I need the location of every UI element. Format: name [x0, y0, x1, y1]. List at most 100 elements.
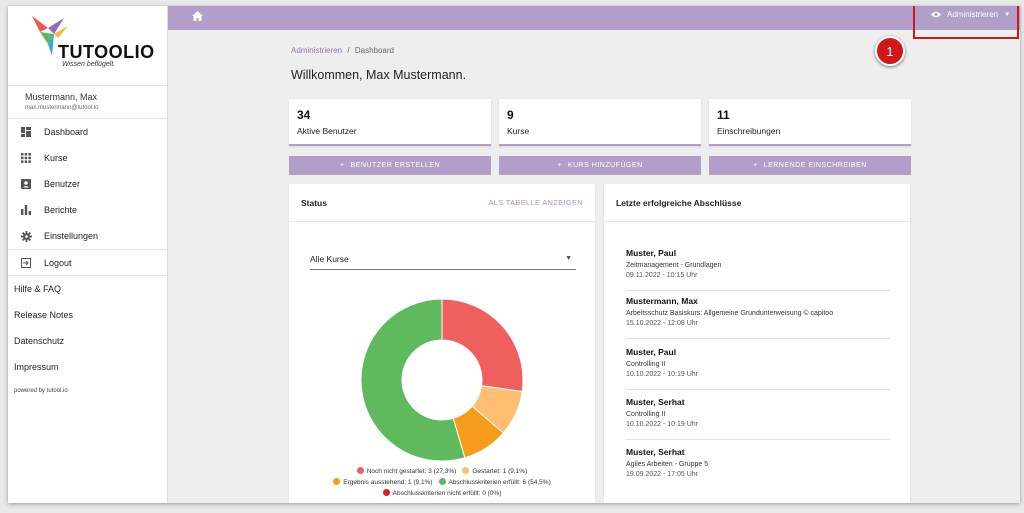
course-filter-select[interactable]: Alle Kurse ▼ — [310, 254, 576, 270]
breadcrumb-current: Dashboard — [354, 46, 394, 55]
stat-label: Kurse — [507, 126, 530, 136]
list-item[interactable]: Muster, Serhat Controlling II 10.10.2022 -… — [626, 397, 892, 428]
link-impressum[interactable]: Impressum — [14, 362, 59, 372]
top-bar: Administrieren ▼ — [168, 6, 1020, 30]
entry-course: Controlling II — [626, 411, 666, 418]
divider — [626, 290, 890, 291]
divider — [626, 439, 890, 440]
legend-item[interactable]: Noch nicht gestartet: 3 (27,3%) — [356, 466, 456, 477]
sidebar-item-kurse[interactable]: Kurse — [8, 145, 167, 171]
recent-completions-card: Letzte erfolgreiche Abschlüsse Muster, P… — [604, 184, 910, 503]
sidebar-item-einstellungen[interactable]: Einstellungen — [8, 223, 167, 249]
legend-item[interactable]: Ergebnis ausstehend: 1 (9,1%) — [333, 477, 433, 488]
user-email: max.mustermann@tutool.io — [25, 105, 99, 111]
show-as-table-link[interactable]: ALS TABELLE ANZEIGEN — [488, 198, 583, 207]
breadcrumb-link[interactable]: Administrieren — [291, 46, 343, 55]
sidebar-item-benutzer[interactable]: Benutzer — [8, 171, 167, 197]
button-label: LERNENDE EINSCHREIBEN — [763, 162, 867, 169]
gear-icon — [8, 230, 44, 242]
entry-course: Controlling II — [626, 361, 666, 368]
entry-name: Muster, Paul — [626, 248, 677, 258]
bar-chart-icon — [8, 205, 44, 215]
stat-value: 34 — [297, 108, 311, 122]
button-label: BENUTZER ERSTELLEN — [350, 162, 441, 169]
legend-label: Gestartet: 1 (9,1%) — [472, 468, 528, 475]
entry-name: Mustermann, Max — [626, 296, 698, 306]
legend-label: Abschlusskriterien nicht erfüllt: 0 (0%) — [392, 490, 502, 497]
chart-legend: Noch nicht gestartet: 3 (27,3%) Gestartet… — [289, 466, 595, 499]
button-label: KURS HINZUFÜGEN — [567, 162, 643, 169]
app-tagline: Wissen beflügelt. — [62, 61, 116, 68]
divider — [626, 389, 890, 390]
logout-label: Logout — [44, 257, 72, 268]
logout-icon — [8, 257, 44, 268]
user-card-icon — [8, 179, 44, 189]
page-title: Willkommen, Max Mustermann. — [291, 68, 467, 82]
sidebar-item-label: Einstellungen — [44, 231, 99, 241]
list-item[interactable]: Muster, Paul Zeitmanagement - Grundlagen 0… — [626, 248, 892, 279]
entry-date: 15.10.2022 - 12:08 Uhr — [626, 320, 698, 327]
create-user-button[interactable]: + BENUTZER ERSTELLEN — [289, 156, 491, 175]
entry-date: 10.10.2022 - 10:19 Uhr — [626, 421, 698, 428]
legend-dot — [333, 478, 341, 485]
hummingbird-logo-icon — [32, 16, 68, 56]
plus-icon: + — [753, 162, 758, 169]
user-info: Mustermann, Max max.mustermann@tutool.io — [8, 86, 167, 119]
breadcrumb-separator: / — [347, 46, 350, 55]
donut-slice-3[interactable] — [360, 298, 466, 462]
legend-dot — [462, 467, 470, 474]
list-item[interactable]: Mustermann, Max Arbeitsschutz Basiskurs: … — [626, 296, 892, 327]
list-item[interactable]: Muster, Paul Controlling II 10.10.2022 - 1… — [626, 347, 892, 378]
link-hilfe-faq[interactable]: Hilfe & FAQ — [14, 284, 62, 294]
sidebar-item-label: Benutzer — [44, 179, 81, 189]
legend-item[interactable]: Abschlusskriterien nicht erfüllt: 0 (0%) — [382, 488, 502, 499]
entry-course: Agiles Arbeiten - Gruppe 5 — [626, 461, 709, 468]
stat-card-einschreibungen[interactable]: 11 Einschreibungen — [709, 99, 911, 146]
entry-name: Muster, Serhat — [626, 447, 685, 457]
legend-label: Abschlusskriterien erfüllt: 6 (54,5%) — [448, 479, 551, 486]
entry-date: 09.11.2022 - 10:15 Uhr — [626, 272, 698, 279]
card-title: Status — [301, 197, 327, 208]
link-release-notes[interactable]: Release Notes — [14, 310, 74, 320]
dashboard-icon — [8, 127, 44, 137]
annotation-badge: 1 — [875, 36, 905, 66]
stat-card-kurse[interactable]: 9 Kurse — [499, 99, 701, 146]
donut-slice-0[interactable] — [441, 298, 524, 393]
sidebar-item-label: Dashboard — [44, 127, 89, 137]
sidebar-item-label: Berichte — [44, 205, 78, 215]
legend-dot — [382, 489, 390, 496]
chevron-down-icon: ▼ — [565, 255, 572, 262]
plus-icon: + — [557, 162, 562, 169]
entry-name: Muster, Serhat — [626, 397, 685, 407]
status-card: Status ALS TABELLE ANZEIGEN Alle Kurse ▼… — [289, 184, 595, 503]
plus-icon: + — [339, 162, 345, 169]
stat-value: 9 — [507, 108, 514, 122]
sidebar-item-label: Kurse — [44, 153, 68, 163]
legend-item[interactable]: Gestartet: 1 (9,1%) — [462, 466, 527, 477]
sidebar-item-dashboard[interactable]: Dashboard — [8, 119, 167, 145]
list-item[interactable]: Muster, Serhat Agiles Arbeiten - Gruppe 5… — [626, 447, 892, 478]
app-name: TUTOOLIO — [58, 42, 155, 62]
breadcrumb: Administrieren / Dashboard — [291, 46, 394, 55]
sidebar-item-berichte[interactable]: Berichte — [8, 197, 167, 223]
entry-name: Muster, Paul — [626, 347, 677, 357]
role-switcher[interactable]: Administrieren ▼ — [931, 10, 1010, 19]
home-icon[interactable] — [192, 11, 203, 24]
logout-button[interactable]: Logout — [8, 249, 167, 275]
logo[interactable]: TUTOOLIO Wissen beflügelt. — [8, 6, 167, 86]
legend-label: Ergebnis ausstehend: 1 (9,1%) — [343, 479, 433, 486]
stat-value: 11 — [717, 108, 730, 122]
add-course-button[interactable]: + KURS HINZUFÜGEN — [499, 156, 701, 175]
powered-by: powered by tutool.io — [14, 388, 68, 394]
link-datenschutz[interactable]: Datenschutz — [14, 336, 65, 346]
legend-dot — [438, 478, 446, 485]
enroll-learners-button[interactable]: + LERNENDE EINSCHREIBEN — [709, 156, 911, 175]
entry-date: 19.09.2022 - 17:05 Uhr — [626, 471, 698, 478]
entry-date: 10.10.2022 - 10:19 Uhr — [626, 371, 698, 378]
role-label: Administrieren — [947, 10, 999, 19]
legend-item[interactable]: Abschlusskriterien erfüllt: 6 (54,5%) — [438, 477, 551, 488]
card-title: Letzte erfolgreiche Abschlüsse — [616, 197, 742, 208]
sidebar: TUTOOLIO Wissen beflügelt. Mustermann, M… — [8, 6, 168, 503]
stat-label: Einschreibungen — [717, 126, 781, 136]
stat-card-benutzer[interactable]: 34 Aktive Benutzer — [289, 99, 491, 146]
